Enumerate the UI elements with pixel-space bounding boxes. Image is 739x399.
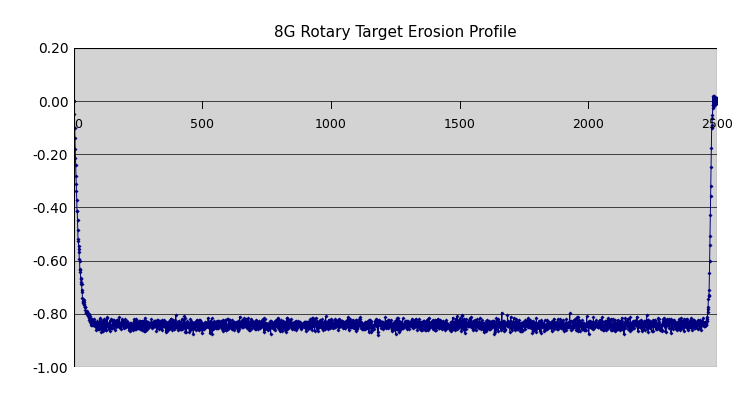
Text: 0: 0 <box>75 119 83 131</box>
Text: 1000: 1000 <box>315 119 347 131</box>
Text: 500: 500 <box>191 119 214 131</box>
Text: 2500: 2500 <box>701 119 733 131</box>
Text: 1500: 1500 <box>443 119 476 131</box>
Text: 2000: 2000 <box>572 119 605 131</box>
Title: 8G Rotary Target Erosion Profile: 8G Rotary Target Erosion Profile <box>274 25 517 40</box>
